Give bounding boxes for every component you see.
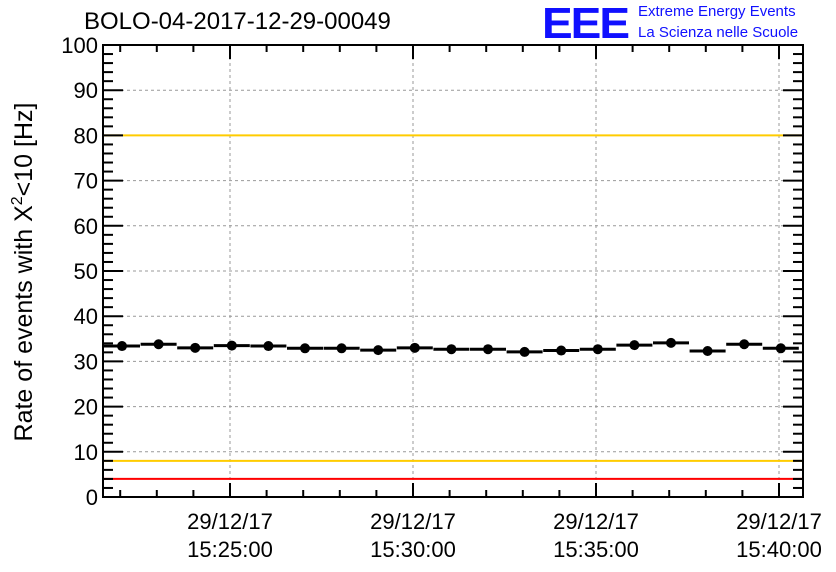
data-point xyxy=(226,340,237,351)
y-tick-label: 10 xyxy=(74,440,98,465)
data-point xyxy=(336,343,347,354)
data-point xyxy=(373,345,384,356)
data-point xyxy=(153,339,164,350)
x-tick-time: 15:35:00 xyxy=(553,537,639,562)
y-tick-label: 60 xyxy=(74,214,98,239)
data-point xyxy=(592,344,603,355)
x-tick-time: 15:30:00 xyxy=(370,537,456,562)
logo-line-2: La Scienza nelle Scuole xyxy=(638,24,799,41)
y-axis-label: Rate of events with X2<10 [Hz] xyxy=(9,103,38,442)
data-point xyxy=(666,337,676,348)
y-tick-label: 40 xyxy=(74,304,98,329)
y-tick-label: 20 xyxy=(74,395,98,420)
y-tick-label: 30 xyxy=(74,349,98,374)
y-tick-label: 50 xyxy=(74,259,98,284)
data-point xyxy=(190,342,201,353)
x-tick-date: 29/12/17 xyxy=(553,509,639,534)
x-tick-date: 29/12/17 xyxy=(370,509,456,534)
chart-title: BOLO-04-2017-12-29-00049 xyxy=(84,8,391,35)
x-tick-time: 15:40:00 xyxy=(736,537,822,562)
data-point xyxy=(519,346,530,357)
logo-line-1: Extreme Energy Events xyxy=(638,3,796,20)
x-tick-date: 29/12/17 xyxy=(736,509,822,534)
data-point xyxy=(446,344,457,355)
data-point xyxy=(117,341,127,352)
data-point xyxy=(739,339,750,350)
data-point xyxy=(300,343,310,354)
data-point xyxy=(702,346,713,357)
data-point xyxy=(409,342,420,353)
plot-frame xyxy=(102,44,804,498)
y-tick-label: 70 xyxy=(74,169,98,194)
eee-logo: EEE xyxy=(542,0,630,48)
data-point xyxy=(629,340,640,351)
y-tick-label: 80 xyxy=(74,123,98,148)
y-tick-label: 90 xyxy=(74,78,98,103)
y-tick-label: 100 xyxy=(61,33,98,58)
data-point xyxy=(556,345,567,356)
y-tick-label: 0 xyxy=(86,485,98,510)
data-point xyxy=(775,343,786,354)
x-tick-time: 15:25:00 xyxy=(187,537,273,562)
x-tick-date: 29/12/17 xyxy=(187,509,273,534)
data-point xyxy=(483,344,493,355)
data-point xyxy=(263,341,274,352)
